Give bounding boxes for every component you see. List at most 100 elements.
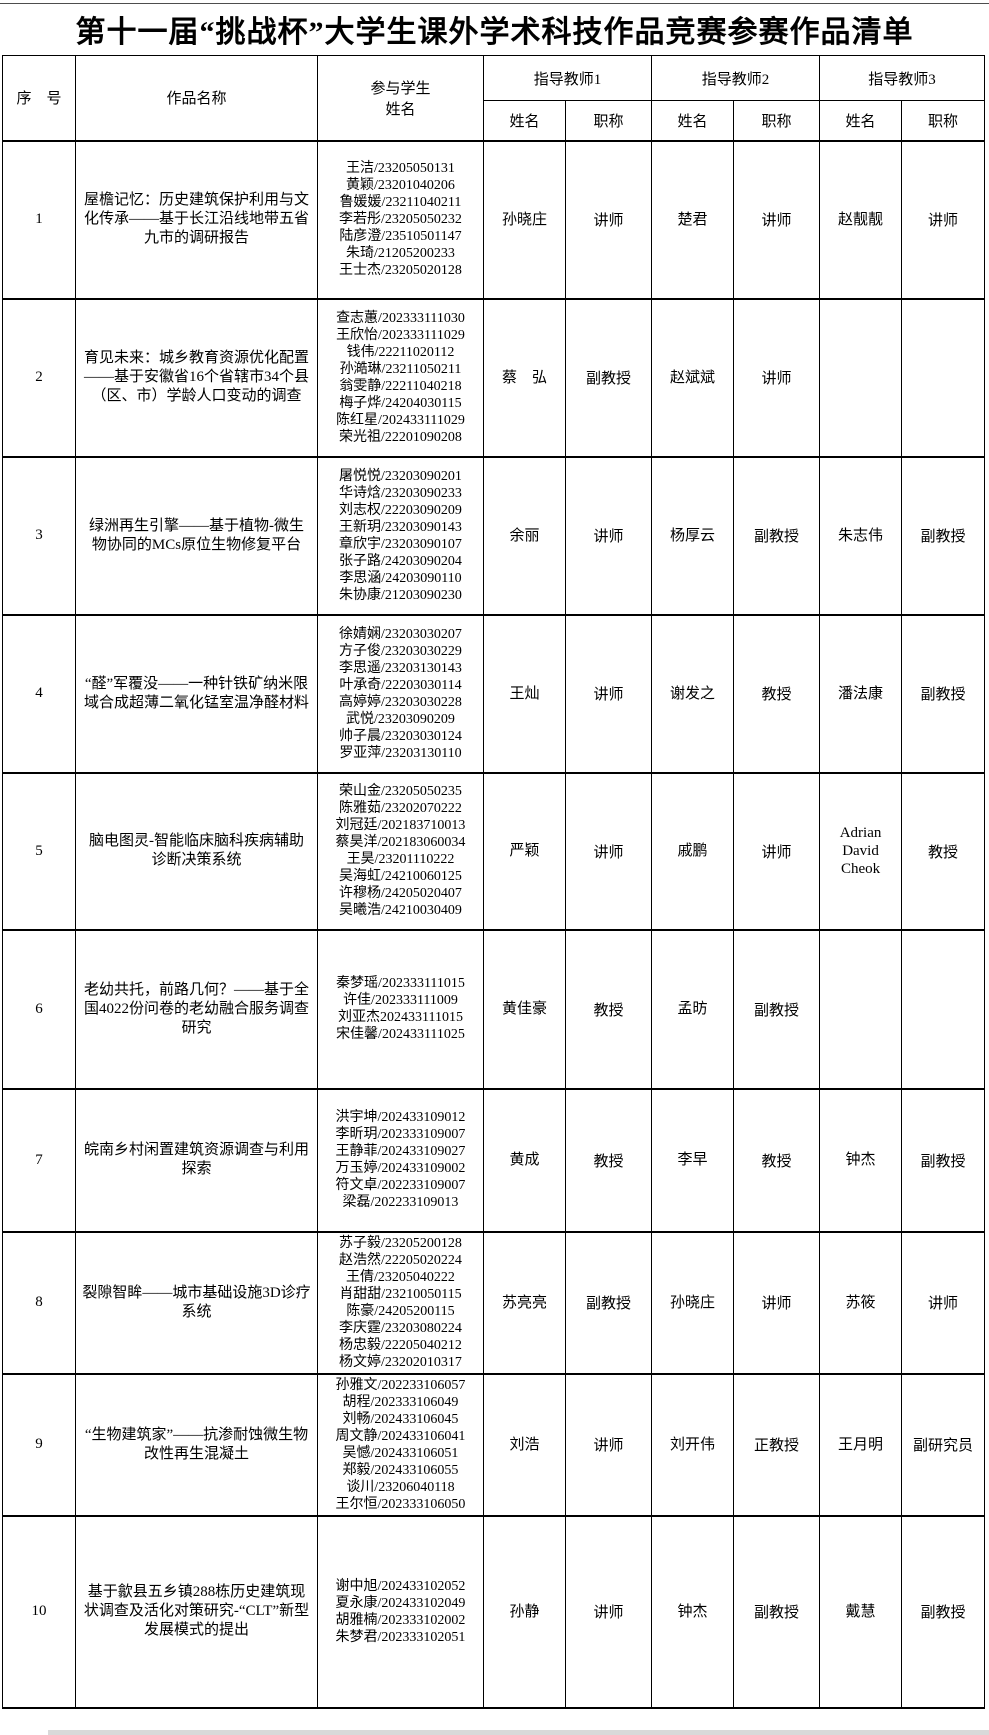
work-name-cell: 裂隙智眸——城市基础设施3D诊疗系统 bbox=[75, 1231, 318, 1375]
page-title: 第十一届“挑战杯”大学生课外学术科技作品竞赛参赛作品清单 bbox=[75, 16, 914, 49]
advisor-3-name-cell: 王月明 bbox=[819, 1373, 903, 1517]
header-advisor-group-3: 指导教师3 bbox=[819, 55, 986, 101]
students-cell: 苏子毅/23205200128 赵浩然/22205020224 王倩/23205… bbox=[317, 1231, 484, 1375]
advisor-2-name-cell: 李早 bbox=[651, 1088, 735, 1233]
advisor-2-name-cell: 钟杰 bbox=[651, 1515, 735, 1709]
serial-cell: 10 bbox=[2, 1515, 76, 1709]
serial-cell: 2 bbox=[2, 298, 76, 458]
work-name-cell: “醛”军覆没——一种针铁矿纳米限域合成超薄二氧化锰室温净醛材料 bbox=[75, 614, 318, 774]
advisor-3-title-cell bbox=[901, 929, 986, 1090]
advisor-1-title-cell: 讲师 bbox=[564, 139, 653, 300]
serial-cell: 4 bbox=[2, 614, 76, 774]
top-border-line bbox=[0, 3, 989, 4]
advisor-2-title-cell: 讲师 bbox=[733, 772, 821, 931]
advisor-2-name-cell: 戚鹏 bbox=[651, 772, 735, 931]
table-row: 7 皖南乡村闲置建筑资源调查与利用探索 洪宇坤/202433109012 李昕玥… bbox=[2, 1088, 986, 1233]
advisor-1-name-cell: 刘浩 bbox=[483, 1373, 566, 1517]
advisor-1-title-cell: 教授 bbox=[564, 1088, 653, 1233]
header-advisor-1-name: 姓名 bbox=[483, 100, 566, 141]
students-cell: 洪宇坤/202433109012 李昕玥/202333109007 王静菲/20… bbox=[317, 1088, 484, 1233]
advisor-2-name-cell: 刘开伟 bbox=[651, 1373, 735, 1517]
students-cell: 查志蕙/202333111030 王欣怡/202333111029 钱伟/222… bbox=[317, 298, 484, 458]
work-name-cell: 绿洲再生引擎——基于植物-微生物协同的MCs原位生物修复平台 bbox=[75, 456, 318, 616]
advisor-2-title-cell: 教授 bbox=[733, 614, 821, 774]
works-table-body: 1 屋檐记忆：历史建筑保护利用与文化传承——基于长江沿线地带五省九市的调研报告 … bbox=[2, 139, 986, 1709]
header-advisor-2-name: 姓名 bbox=[651, 100, 735, 141]
students-cell: 秦梦瑶/202333111015 许佳/202333111009 刘亚杰2024… bbox=[317, 929, 484, 1090]
students-cell: 谢中旭/202433102052 夏永康/202433102049 胡雅楠/20… bbox=[317, 1515, 484, 1709]
work-name-cell: 基于歙县五乡镇288栋历史建筑现状调查及活化对策研究-“CLT”新型发展模式的提… bbox=[75, 1515, 318, 1709]
serial-cell: 9 bbox=[2, 1373, 76, 1517]
header-advisor-group-1: 指导教师1 bbox=[482, 55, 653, 101]
serial-cell: 5 bbox=[2, 772, 76, 931]
advisor-2-name-cell: 楚君 bbox=[651, 139, 735, 300]
students-cell: 徐婧娴/23203030207 方子俊/23203030229 李思遥/2320… bbox=[317, 614, 484, 774]
advisor-1-title-cell: 副教授 bbox=[564, 1231, 653, 1375]
table-row: 4 “醛”军覆没——一种针铁矿纳米限域合成超薄二氧化锰室温净醛材料 徐婧娴/23… bbox=[2, 614, 986, 774]
works-table: 序 号 作品名称 参与学生 姓名 指导教师1 指导教师2 指导教师3 姓名 职称… bbox=[2, 55, 986, 1709]
header-advisor-2-title: 职称 bbox=[733, 100, 821, 141]
work-name-cell: 屋檐记忆：历史建筑保护利用与文化传承——基于长江沿线地带五省九市的调研报告 bbox=[75, 139, 318, 300]
header-row-groups: 序 号 作品名称 参与学生 姓名 指导教师1 指导教师2 指导教师3 bbox=[2, 55, 986, 141]
work-name-cell: 老幼共托，前路几何？——基于全国4022份问卷的老幼融合服务调查研究 bbox=[75, 929, 318, 1090]
advisor-1-name-cell: 严颖 bbox=[483, 772, 566, 931]
advisor-1-name-cell: 黄佳豪 bbox=[483, 929, 566, 1090]
advisor-1-title-cell: 讲师 bbox=[564, 772, 653, 931]
serial-cell: 7 bbox=[2, 1088, 76, 1233]
bottom-scroll-strip bbox=[48, 1730, 989, 1735]
advisor-1-name-cell: 余丽 bbox=[483, 456, 566, 616]
advisor-2-title-cell: 讲师 bbox=[733, 298, 821, 458]
header-serial: 序 号 bbox=[2, 55, 76, 141]
advisor-3-name-cell: 苏筱 bbox=[819, 1231, 903, 1375]
students-cell: 荣山金/23205050235 陈雅茹/23202070222 刘冠廷/2021… bbox=[317, 772, 484, 931]
advisor-1-title-cell: 教授 bbox=[564, 929, 653, 1090]
advisor-2-title-cell: 讲师 bbox=[733, 139, 821, 300]
advisor-2-title-cell: 教授 bbox=[733, 1088, 821, 1233]
advisor-2-name-cell: 杨厚云 bbox=[651, 456, 735, 616]
advisor-3-title-cell: 讲师 bbox=[901, 1231, 986, 1375]
advisor-3-title-cell: 教授 bbox=[901, 772, 986, 931]
header-work-name: 作品名称 bbox=[75, 55, 318, 141]
table-row: 8 裂隙智眸——城市基础设施3D诊疗系统 苏子毅/23205200128 赵浩然… bbox=[2, 1231, 986, 1375]
students-cell: 屠悦悦/23203090201 华诗焓/23203090233 刘志权/2220… bbox=[317, 456, 484, 616]
advisor-1-title-cell: 讲师 bbox=[564, 614, 653, 774]
advisor-2-title-cell: 讲师 bbox=[733, 1231, 821, 1375]
advisor-3-title-cell: 讲师 bbox=[901, 139, 986, 300]
work-name-cell: 脑电图灵-智能临床脑科疾病辅助诊断决策系统 bbox=[75, 772, 318, 931]
table-row: 10 基于歙县五乡镇288栋历史建筑现状调查及活化对策研究-“CLT”新型发展模… bbox=[2, 1515, 986, 1709]
header-advisor-3-title: 职称 bbox=[901, 100, 986, 141]
advisor-1-name-cell: 王灿 bbox=[483, 614, 566, 774]
advisor-3-title-cell: 副教授 bbox=[901, 614, 986, 774]
advisor-3-title-cell: 副教授 bbox=[901, 1088, 986, 1233]
advisor-3-name-cell: 赵靓靓 bbox=[819, 139, 903, 300]
advisor-2-name-cell: 赵斌斌 bbox=[651, 298, 735, 458]
advisor-3-title-cell bbox=[901, 298, 986, 458]
advisor-3-name-cell: 戴慧 bbox=[819, 1515, 903, 1709]
header-advisor-1-title: 职称 bbox=[564, 100, 653, 141]
advisor-3-name-cell bbox=[819, 929, 903, 1090]
advisor-2-name-cell: 孙晓庄 bbox=[651, 1231, 735, 1375]
advisor-1-name-cell: 孙静 bbox=[483, 1515, 566, 1709]
advisor-1-title-cell: 讲师 bbox=[564, 1373, 653, 1517]
work-name-cell: 皖南乡村闲置建筑资源调查与利用探索 bbox=[75, 1088, 318, 1233]
table-row: 9 “生物建筑家”——抗渗耐蚀微生物改性再生混凝土 孙雅文/2022331060… bbox=[2, 1373, 986, 1517]
students-cell: 孙雅文/202233106057 胡程/202333106049 刘畅/2024… bbox=[317, 1373, 484, 1517]
advisor-2-title-cell: 副教授 bbox=[733, 1515, 821, 1709]
advisor-2-title-cell: 副教授 bbox=[733, 456, 821, 616]
serial-cell: 1 bbox=[2, 139, 76, 300]
advisor-3-name-cell: Adrian David Cheok bbox=[819, 772, 903, 931]
serial-cell: 8 bbox=[2, 1231, 76, 1375]
students-cell: 王洁/23205050131 黄颖/23201040206 鲁媛媛/232110… bbox=[317, 139, 484, 300]
header-advisor-3-name: 姓名 bbox=[819, 100, 903, 141]
table-row: 1 屋檐记忆：历史建筑保护利用与文化传承——基于长江沿线地带五省九市的调研报告 … bbox=[2, 139, 986, 300]
advisor-3-title-cell: 副教授 bbox=[901, 1515, 986, 1709]
advisor-3-name-cell bbox=[819, 298, 903, 458]
work-name-cell: 育见未来：城乡教育资源优化配置——基于安徽省16个省辖市34个县（区、市）学龄人… bbox=[75, 298, 318, 458]
serial-cell: 3 bbox=[2, 456, 76, 616]
table-row: 5 脑电图灵-智能临床脑科疾病辅助诊断决策系统 荣山金/23205050235 … bbox=[2, 772, 986, 931]
header-advisor-group-2: 指导教师2 bbox=[651, 55, 821, 101]
work-name-cell: “生物建筑家”——抗渗耐蚀微生物改性再生混凝土 bbox=[75, 1373, 318, 1517]
table-row: 2 育见未来：城乡教育资源优化配置——基于安徽省16个省辖市34个县（区、市）学… bbox=[2, 298, 986, 458]
advisor-3-name-cell: 朱志伟 bbox=[819, 456, 903, 616]
